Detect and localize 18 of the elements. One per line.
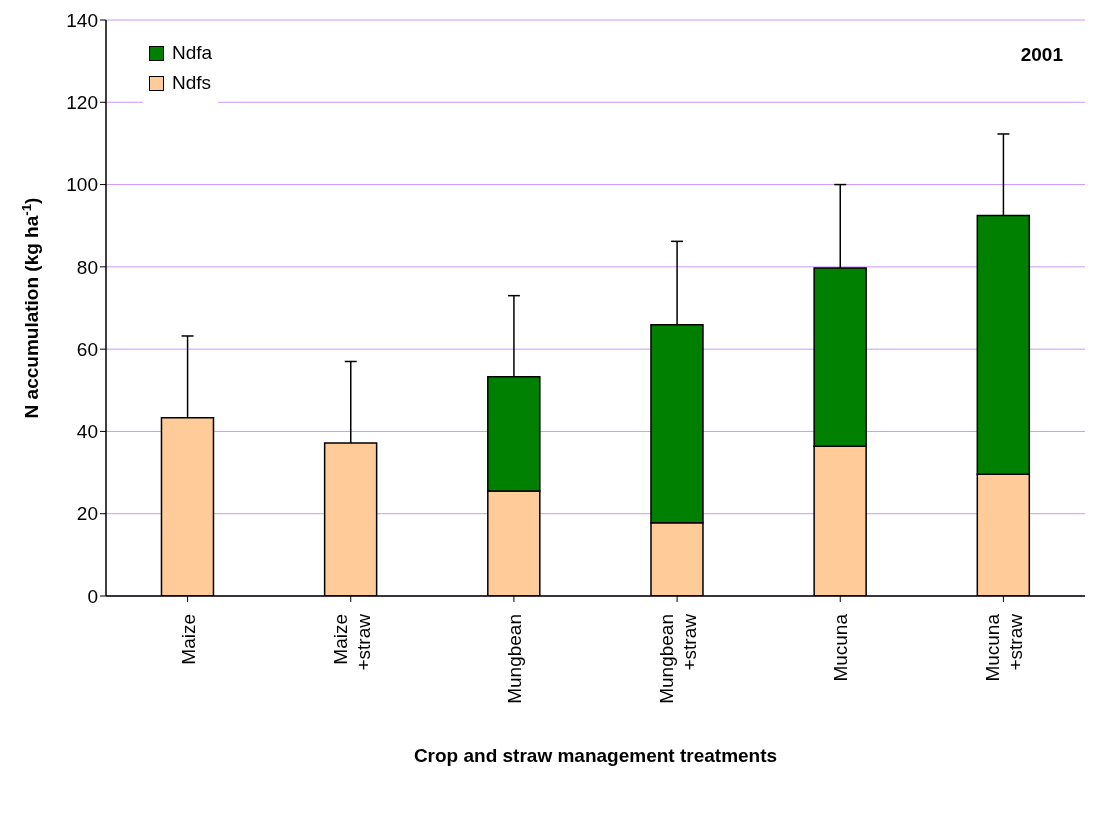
y-tick-label: 80 — [76, 256, 98, 278]
y-tick-label: 20 — [76, 503, 98, 525]
legend-label: Ndfs — [172, 72, 212, 94]
x-tick-label: Maize — [177, 614, 199, 665]
x-tick-label: Mucuna — [830, 613, 852, 682]
legend-label: Ndfa — [172, 42, 213, 64]
x-tick-label: Mungbean — [503, 614, 525, 704]
y-tick-label: 0 — [87, 585, 98, 607]
y-tick-label: 120 — [66, 92, 98, 114]
x-axis-title: Crop and straw management treatments — [413, 745, 778, 766]
x-tick-label: Mucuna +straw — [982, 613, 1027, 682]
y-tick-label: 100 — [66, 174, 98, 196]
y-tick-label: 40 — [76, 421, 98, 443]
annotation: 2001 — [1020, 44, 1063, 66]
y-tick-label: 60 — [76, 338, 98, 360]
y-tick-label: 140 — [66, 9, 98, 31]
x-tick-label: Mungbean +straw — [656, 613, 701, 704]
x-tick-label: Maize +straw — [329, 613, 374, 671]
